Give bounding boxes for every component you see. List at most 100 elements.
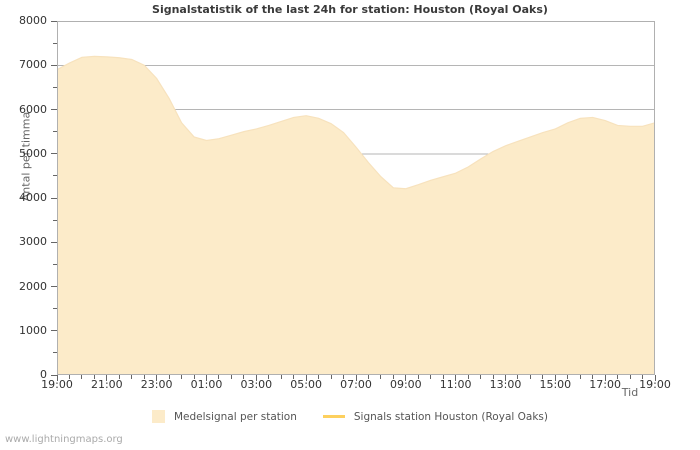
x-axis-tick-label: 15:00 — [539, 378, 572, 391]
y-axis-minor-tick — [53, 263, 57, 265]
x-axis-minor-tick — [218, 375, 220, 379]
x-axis-minor-tick — [168, 375, 170, 379]
x-axis-tick-label: 19:00 — [639, 378, 671, 391]
legend-label-average: Medelsignal per station — [174, 410, 297, 423]
x-axis-minor-tick — [480, 375, 482, 379]
chart-legend: Medelsignal per station Signals station … — [0, 410, 700, 423]
y-axis-minor-tick — [53, 131, 57, 133]
x-axis-major-tick — [305, 375, 307, 381]
x-axis-minor-tick — [143, 375, 145, 379]
y-axis-tick-label: 3000 — [19, 235, 47, 249]
y-axis-major-tick — [51, 241, 57, 243]
x-axis-tick-label: 19:00 — [41, 378, 73, 391]
x-axis-tick-label: 07:00 — [340, 378, 372, 391]
x-axis-minor-tick — [280, 375, 282, 379]
x-axis-minor-tick — [542, 375, 544, 379]
x-axis-major-tick — [455, 375, 457, 381]
y-axis-tick-label: 8000 — [19, 14, 47, 27]
x-axis-minor-tick — [442, 375, 444, 379]
x-axis-major-tick — [505, 375, 506, 381]
legend-label-station: Signals station Houston (Royal Oaks) — [353, 410, 548, 423]
y-axis-minor-tick — [53, 42, 57, 44]
x-axis-minor-tick — [617, 375, 619, 379]
x-axis-minor-tick — [517, 375, 519, 379]
x-axis-minor-tick — [629, 375, 631, 379]
x-axis-label: Tid — [621, 386, 639, 399]
x-axis-major-tick — [56, 375, 58, 381]
x-axis-minor-tick — [592, 375, 594, 379]
x-axis-minor-tick — [68, 375, 70, 379]
x-axis-minor-tick — [642, 375, 644, 379]
x-axis-minor-tick — [529, 375, 531, 379]
x-axis-major-tick — [654, 375, 656, 381]
x-axis-major-tick — [604, 375, 606, 381]
x-axis-tick-label: 03:00 — [240, 378, 273, 391]
legend-item-station[interactable]: Signals station Houston (Royal Oaks) — [322, 410, 548, 423]
y-axis-major-tick — [51, 197, 57, 199]
y-axis-major-tick — [51, 20, 57, 22]
x-axis-minor-tick — [230, 375, 232, 379]
x-axis-minor-tick — [579, 375, 581, 379]
y-axis-minor-tick — [53, 86, 57, 88]
plot-svg — [57, 21, 655, 375]
x-axis-minor-tick — [293, 375, 295, 379]
x-axis-major-tick — [106, 375, 108, 381]
x-axis-minor-tick — [243, 375, 245, 379]
x-axis-minor-tick — [567, 375, 569, 379]
y-axis-minor-tick — [53, 175, 57, 177]
y-axis-major-tick — [51, 374, 57, 376]
x-axis-minor-tick — [318, 375, 320, 379]
y-axis-tick-label: 7000 — [19, 58, 47, 72]
y-axis-tick-label: 2000 — [19, 279, 47, 293]
x-axis-minor-tick — [193, 375, 195, 379]
x-axis-minor-tick — [492, 375, 494, 379]
x-axis-major-tick — [206, 375, 207, 381]
plot-area — [57, 21, 655, 375]
y-axis-minor-tick — [53, 352, 57, 354]
x-axis-minor-tick — [430, 375, 432, 379]
x-axis-major-tick — [554, 375, 556, 381]
x-axis-minor-tick — [118, 375, 120, 379]
x-axis-tick-label: 23:00 — [140, 378, 173, 391]
x-axis-minor-tick — [392, 375, 394, 379]
y-axis-major-tick — [51, 153, 57, 155]
x-axis-major-tick — [405, 375, 407, 381]
x-axis-tick-label: 01:00 — [190, 378, 223, 391]
x-axis-minor-tick — [93, 375, 95, 379]
y-axis-minor-tick — [53, 308, 57, 310]
x-axis-minor-tick — [467, 375, 469, 379]
x-axis-tick-label: 09:00 — [389, 378, 422, 391]
y-axis-tick-label: 4000 — [19, 191, 47, 204]
area-swatch-icon — [152, 410, 165, 423]
x-axis-tick-label: 21:00 — [90, 378, 123, 391]
x-axis-minor-tick — [81, 375, 83, 379]
x-axis-major-tick — [156, 375, 158, 381]
line-swatch-icon — [322, 415, 345, 418]
chart-title: Signalstatistik of the last 24h for stat… — [152, 3, 548, 16]
legend-item-average[interactable]: Medelsignal per station — [152, 410, 297, 423]
x-axis-minor-tick — [380, 375, 382, 379]
x-axis-major-tick — [255, 375, 257, 381]
x-axis-minor-tick — [181, 375, 183, 379]
x-axis-minor-tick — [131, 375, 133, 379]
y-axis-tick-label: 5000 — [19, 146, 47, 160]
x-axis-minor-tick — [268, 375, 270, 379]
y-axis-tick-label: 6000 — [19, 102, 47, 116]
y-axis-major-tick — [51, 286, 57, 287]
x-axis-minor-tick — [330, 375, 332, 379]
x-axis-tick-label: 11:00 — [439, 378, 472, 391]
footer-watermark: www.lightningmaps.org — [5, 434, 123, 445]
y-axis-major-tick — [51, 330, 57, 332]
y-axis-major-tick — [51, 64, 57, 66]
x-axis-minor-tick — [367, 375, 369, 379]
y-axis-minor-tick — [53, 219, 57, 221]
y-axis-major-tick — [51, 109, 57, 110]
x-axis-tick-label: 13:00 — [489, 378, 522, 391]
x-axis-minor-tick — [343, 375, 345, 379]
x-axis-major-tick — [355, 375, 357, 381]
y-axis-tick-label: 0 — [40, 368, 47, 381]
x-axis-minor-tick — [417, 375, 419, 379]
x-axis-tick-label: 17:00 — [589, 378, 621, 391]
x-axis-tick-label: 05:00 — [290, 378, 322, 391]
